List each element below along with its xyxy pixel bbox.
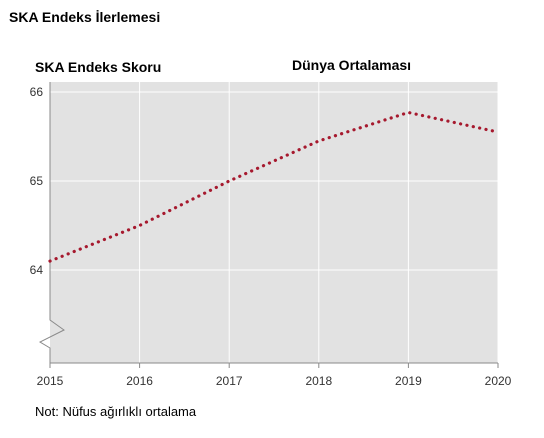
x-tick-label: 2020	[485, 374, 512, 388]
series-line-dunya-ortalamasi	[48, 110, 500, 263]
y-tick-label: 66	[30, 85, 44, 99]
plot-background	[50, 82, 498, 363]
page-title: SKA Endeks İlerlemesi	[9, 9, 161, 25]
footnote: Not: Nüfus ağırlıklı ortalama	[35, 404, 197, 419]
y-axis-title: SKA Endeks Skoru	[35, 59, 162, 75]
x-tick-label: 2016	[126, 374, 153, 388]
x-tick-label: 2015	[37, 374, 64, 388]
y-tick-label: 65	[30, 174, 44, 188]
x-tick-label: 2018	[305, 374, 332, 388]
x-tick-label: 2017	[216, 374, 243, 388]
y-tick-label: 64	[30, 263, 44, 277]
y-axis-line	[38, 82, 65, 363]
series-name-label: Dünya Ortalaması	[292, 57, 412, 73]
x-tick-label: 2019	[395, 374, 422, 388]
